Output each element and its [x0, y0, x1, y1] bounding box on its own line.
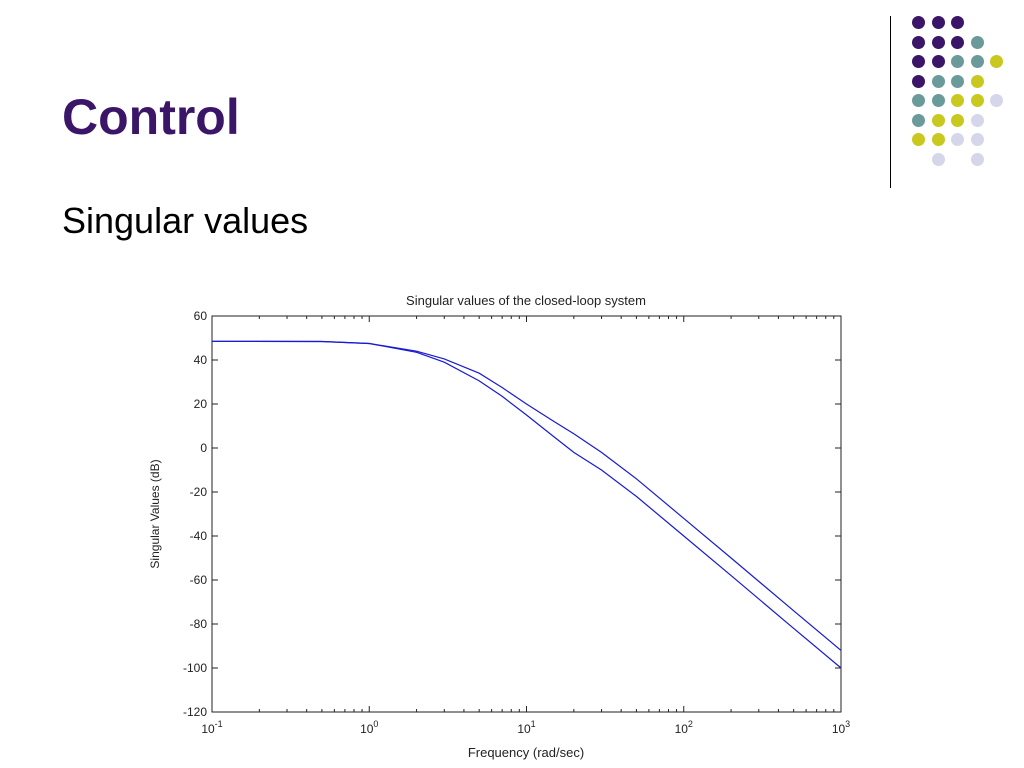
y-tick-label: -80 [190, 617, 208, 631]
slide-title: Control [62, 89, 240, 145]
y-tick-labels: 60 40 20 0 -20 -40 -60 -80 -100 -120 [183, 309, 207, 719]
series-line-2 [211, 340, 842, 669]
y-tick-label: -120 [183, 705, 207, 719]
y-tick-label: -20 [190, 485, 208, 499]
x-tick-label: 100 [360, 719, 378, 736]
y-tick-label: -60 [190, 573, 208, 587]
y-tick-label: -100 [183, 661, 207, 675]
plot-area [211, 315, 842, 713]
x-tick-label: 10-1 [201, 719, 222, 736]
y-tick-label: 40 [194, 353, 208, 367]
series-lines [211, 340, 842, 669]
header-divider [890, 16, 891, 188]
y-tick-label: 20 [194, 397, 208, 411]
slide-subtitle: Singular values [62, 200, 309, 241]
y-axis-label: Singular Values (dB) [148, 459, 162, 568]
chart-title: Singular values of the closed-loop syste… [406, 293, 646, 308]
axis-ticks [211, 315, 841, 713]
y-tick-label: -40 [190, 529, 208, 543]
x-tick-label: 101 [517, 719, 535, 736]
x-axis-label: Frequency (rad/sec) [468, 745, 584, 760]
y-tick-label: 0 [200, 441, 207, 455]
x-tick-label: 102 [675, 719, 693, 736]
x-tick-label: 103 [832, 719, 850, 736]
x-tick-labels: 10-1 100 101 102 103 [201, 719, 850, 736]
y-tick-label: 60 [194, 309, 208, 323]
